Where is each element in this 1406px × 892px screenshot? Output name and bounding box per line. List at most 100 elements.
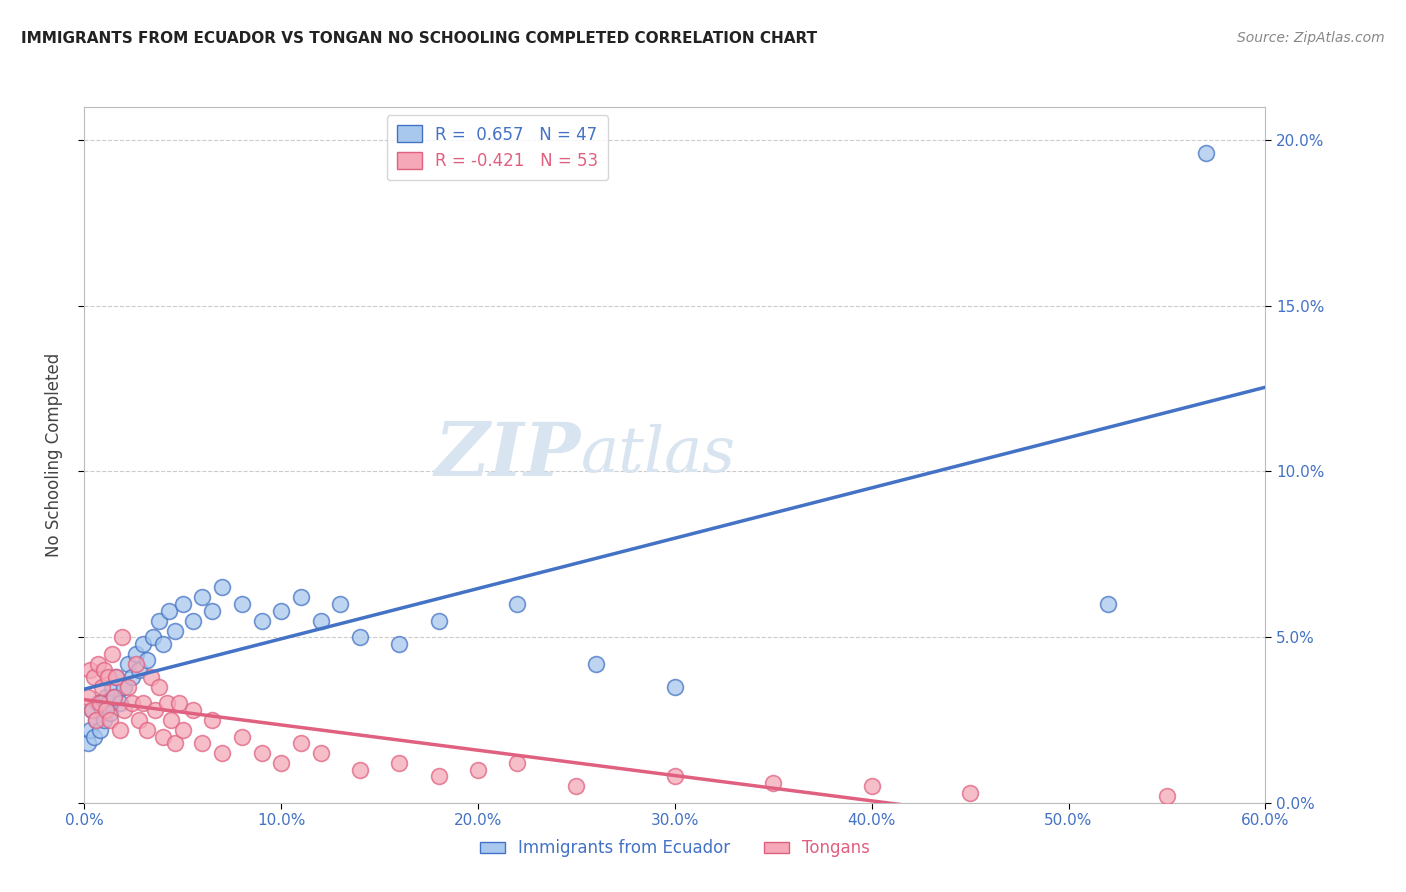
- Point: [290, 591, 312, 605]
- Point: [231, 597, 253, 611]
- Point: [77, 736, 100, 750]
- Point: [121, 670, 143, 684]
- Point: [82, 703, 104, 717]
- Point: [1156, 789, 1178, 804]
- Point: [103, 690, 125, 704]
- Point: [141, 670, 163, 684]
- Point: [82, 703, 104, 717]
- Point: [152, 730, 174, 744]
- Point: [83, 730, 105, 744]
- Point: [163, 736, 186, 750]
- Point: [98, 706, 121, 721]
- Point: [142, 630, 165, 644]
- Point: [124, 657, 146, 671]
- Point: [84, 713, 107, 727]
- Point: [94, 690, 117, 704]
- Point: [250, 614, 273, 628]
- Point: [132, 637, 155, 651]
- Point: [506, 597, 529, 611]
- Point: [124, 647, 146, 661]
- Point: [117, 680, 139, 694]
- Point: [97, 697, 120, 711]
- Point: [309, 746, 332, 760]
- Point: [467, 763, 489, 777]
- Point: [167, 697, 190, 711]
- Point: [181, 703, 204, 717]
- Point: [104, 670, 127, 684]
- Point: [211, 581, 233, 595]
- Point: [664, 680, 686, 694]
- Point: [290, 736, 312, 750]
- Point: [349, 630, 371, 644]
- Point: [388, 637, 411, 651]
- Point: [136, 653, 159, 667]
- Point: [349, 763, 371, 777]
- Point: [181, 614, 204, 628]
- Point: [79, 663, 101, 677]
- Point: [231, 730, 253, 744]
- Point: [309, 614, 332, 628]
- Point: [98, 713, 121, 727]
- Point: [565, 779, 588, 793]
- Point: [83, 670, 105, 684]
- Point: [211, 746, 233, 760]
- Point: [201, 604, 224, 618]
- Point: [1097, 597, 1119, 611]
- Point: [89, 697, 111, 711]
- Point: [191, 591, 214, 605]
- Point: [89, 723, 111, 737]
- Point: [143, 703, 166, 717]
- Point: [87, 697, 110, 711]
- Text: atlas: atlas: [581, 424, 735, 486]
- Point: [388, 756, 411, 770]
- Point: [250, 746, 273, 760]
- Point: [160, 713, 183, 727]
- Point: [191, 736, 214, 750]
- Point: [201, 713, 224, 727]
- Point: [108, 697, 131, 711]
- Point: [270, 756, 292, 770]
- Point: [117, 657, 139, 671]
- Point: [1195, 146, 1218, 161]
- Point: [112, 680, 135, 694]
- Point: [121, 697, 143, 711]
- Point: [585, 657, 607, 671]
- Point: [112, 703, 135, 717]
- Point: [506, 756, 529, 770]
- Text: IMMIGRANTS FROM ECUADOR VS TONGAN NO SCHOOLING COMPLETED CORRELATION CHART: IMMIGRANTS FROM ECUADOR VS TONGAN NO SCH…: [21, 31, 817, 46]
- Legend: Immigrants from Ecuador, Tongans: Immigrants from Ecuador, Tongans: [474, 833, 876, 864]
- Point: [163, 624, 186, 638]
- Point: [104, 670, 127, 684]
- Point: [111, 630, 134, 644]
- Point: [329, 597, 352, 611]
- Point: [94, 703, 117, 717]
- Point: [157, 604, 180, 618]
- Point: [136, 723, 159, 737]
- Point: [91, 680, 114, 694]
- Y-axis label: No Schooling Completed: No Schooling Completed: [45, 353, 63, 557]
- Point: [152, 637, 174, 651]
- Point: [87, 657, 110, 671]
- Point: [427, 614, 450, 628]
- Point: [91, 703, 114, 717]
- Point: [103, 690, 125, 704]
- Point: [79, 723, 101, 737]
- Point: [664, 769, 686, 783]
- Point: [128, 663, 150, 677]
- Point: [148, 680, 170, 694]
- Text: Source: ZipAtlas.com: Source: ZipAtlas.com: [1237, 31, 1385, 45]
- Point: [860, 779, 883, 793]
- Point: [108, 723, 131, 737]
- Point: [132, 697, 155, 711]
- Point: [427, 769, 450, 783]
- Point: [84, 713, 107, 727]
- Text: ZIP: ZIP: [434, 418, 581, 491]
- Point: [93, 663, 115, 677]
- Point: [959, 786, 981, 800]
- Point: [101, 680, 124, 694]
- Point: [77, 690, 100, 704]
- Point: [172, 597, 194, 611]
- Point: [93, 713, 115, 727]
- Point: [148, 614, 170, 628]
- Point: [97, 670, 120, 684]
